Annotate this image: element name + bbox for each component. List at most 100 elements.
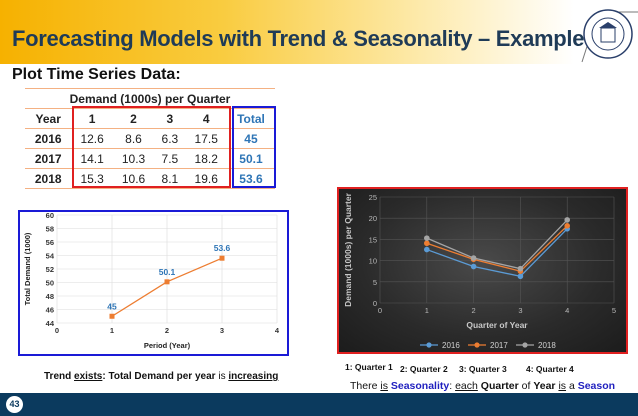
data-label: 50.1 [159,267,176,277]
cell: 2018 [25,168,72,189]
table-row: 2016 12.6 8.6 6.3 17.5 45 [25,128,275,149]
cell: 14.1 [71,148,113,169]
cell: 12.6 [71,128,113,149]
x-tick-label: 4 [565,306,569,315]
quarter-label: 4: Quarter 4 [526,364,574,374]
x-tick-label: 5 [612,306,616,315]
table-caption: Demand (1000s) per Quarter [25,88,275,109]
col-header: Year [25,108,72,129]
data-point [424,235,430,241]
data-point [470,263,477,270]
cell: 10.6 [112,168,155,189]
series-line [426,219,568,270]
y-tick-label: 15 [369,235,377,244]
data-point [517,265,524,272]
x-tick-label: 0 [55,326,59,335]
y-tick-label: 48 [46,292,54,301]
cell: 15.3 [71,168,113,189]
y-tick-label: 58 [46,225,54,234]
table-row: 2017 14.1 10.3 7.5 18.2 50.1 [25,148,275,169]
legend-label: 2016 [442,341,460,350]
data-point [564,223,570,229]
y-tick-label: 56 [46,238,54,247]
seasonality-statement: There is Seasonality: each Quarter of Ye… [350,380,616,392]
cell: 2017 [25,148,72,169]
y-axis-label: Demand (1000s) per Quarter [343,192,353,307]
col-header: 2 [112,108,155,129]
x-tick-label: 1 [425,306,429,315]
y-tick-label: 0 [373,299,377,308]
legend-marker [474,342,480,348]
y-tick-label: 54 [46,252,55,261]
legend-marker [426,342,432,348]
x-tick-label: 3 [518,306,522,315]
x-tick-label: 3 [220,326,224,335]
x-tick-label: 4 [275,326,280,335]
data-point [517,273,524,280]
col-header: 1 [71,108,113,129]
y-tick-label: 5 [373,278,377,287]
cell: 8.6 [112,128,155,149]
data-point [219,255,225,261]
y-tick-label: 44 [46,319,55,328]
table-row: 2018 15.3 10.6 8.1 19.6 53.6 [25,168,275,189]
data-point [424,240,430,247]
data-point [109,313,115,319]
y-tick-label: 10 [369,257,377,266]
cell: 2016 [25,128,72,149]
cell: 53.6 [226,168,275,189]
y-tick-label: 50 [46,279,54,288]
cell: 45 [226,128,275,149]
quarterly-demand-chart: 0 5 10 15 20 25 0 1 2 3 4 5 Quarter of Year Demand (1… [343,192,616,350]
quarter-label: 1: Quarter 1 [345,362,393,372]
y-tick-label: 60 [46,212,54,220]
data-point [424,246,430,253]
legend-label: 2018 [538,341,556,350]
y-tick-label: 52 [46,265,54,274]
x-tick-label: 1 [110,326,114,335]
cell: 19.6 [185,168,227,189]
y-tick-label: 46 [46,306,54,315]
quarter-label: 2: Quarter 2 [400,364,448,374]
x-axis-label: Quarter of Year [466,320,528,330]
cell: 50.1 [226,148,275,169]
total-demand-chart: 44 46 48 50 52 54 56 58 60 0 1 2 3 4 Period (Year) Tota… [23,212,280,350]
data-point [470,255,477,261]
section-heading: Plot Time Series Data: [12,66,181,83]
trend-statement: Trend exists: Total Demand per year is i… [44,371,279,382]
legend-marker [522,342,528,348]
cell: 6.3 [154,128,186,149]
quarter-label: 3: Quarter 3 [459,364,507,374]
slide-title: Forecasting Models with Trend & Seasonal… [12,26,602,51]
total-highlight-box [232,106,276,188]
demand-table: Demand (1000s) per Quarter Year 1 2 3 4 Total… [25,88,275,189]
footer-bar [0,393,638,416]
legend-label: 2017 [490,341,508,350]
data-label: 45 [107,301,117,311]
x-axis-label: Period (Year) [144,341,191,350]
y-axis-label: Total Demand (1000) [23,232,32,305]
x-tick-label: 0 [378,306,382,315]
page-number: 43 [6,396,23,413]
y-tick-label: 25 [369,193,377,202]
data-point [564,217,570,223]
data-label: 53.6 [214,243,231,253]
x-tick-label: 2 [472,306,476,315]
header-banner [0,0,638,64]
cell: 18.2 [185,148,227,169]
cell: 7.5 [154,148,186,169]
series-line [426,228,568,277]
series-line [426,225,568,272]
data-point [164,279,170,285]
cell: 8.1 [154,168,186,189]
quarters-highlight-box [72,106,231,188]
col-header: Total [226,108,275,129]
y-tick-label: 20 [369,214,377,223]
seasonality-chart-frame [337,187,628,354]
cell: 10.3 [112,148,155,169]
university-seal-logo [583,9,633,59]
col-header: 4 [185,108,227,129]
cell: 17.5 [185,128,227,149]
trend-chart-frame [18,210,289,356]
x-tick-label: 2 [165,326,169,335]
